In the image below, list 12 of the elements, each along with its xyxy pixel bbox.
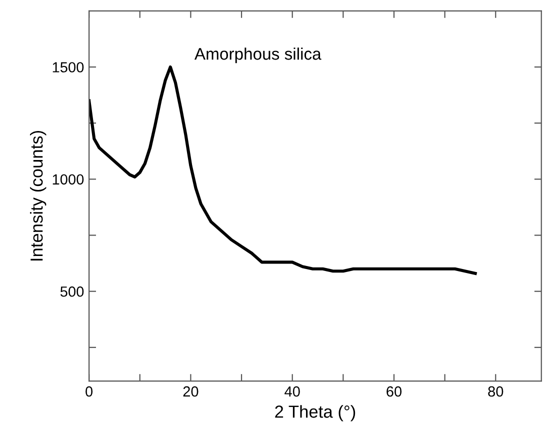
x-tick-label: 0 bbox=[86, 386, 93, 397]
y-axis-title: Intensity (counts) bbox=[30, 130, 46, 260]
y-tick-label: 1500 bbox=[52, 62, 84, 72]
annotation: Amorphous silica bbox=[194, 48, 322, 64]
x-axis-title: 2 Theta (°) bbox=[275, 405, 356, 422]
x-tick-label: 80 bbox=[488, 386, 504, 397]
line-series bbox=[89, 65, 477, 275]
y-tick-label: 1000 bbox=[52, 174, 84, 185]
x-tick-label: 20 bbox=[183, 386, 198, 397]
x-tick-label: 60 bbox=[386, 386, 402, 397]
x-tick-label: 40 bbox=[284, 386, 300, 397]
y-tick-label: 500 bbox=[60, 286, 84, 297]
